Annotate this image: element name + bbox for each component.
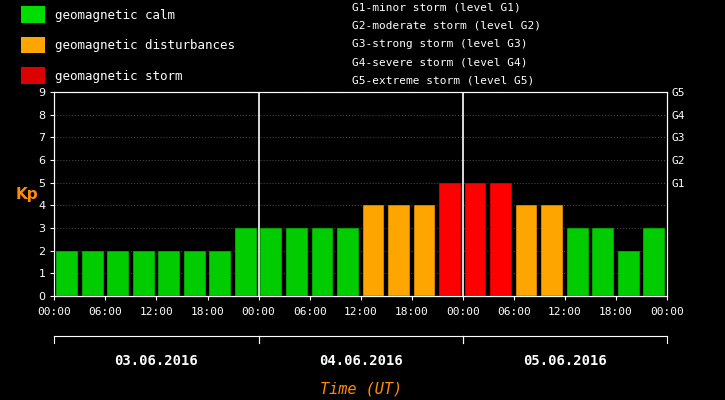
Bar (286, 228, 307, 296)
Text: 18:00: 18:00 (191, 307, 225, 317)
Bar (184, 251, 206, 296)
Bar (158, 251, 180, 296)
Bar (592, 228, 614, 296)
Text: 12:00: 12:00 (344, 307, 378, 317)
Text: G3-strong storm (level G3): G3-strong storm (level G3) (352, 39, 527, 49)
Text: 06:00: 06:00 (293, 307, 326, 317)
Bar (235, 228, 257, 296)
Text: 05.06.2016: 05.06.2016 (523, 354, 607, 368)
Text: 03.06.2016: 03.06.2016 (115, 354, 199, 368)
Text: Time (UT): Time (UT) (320, 381, 402, 396)
Text: 12:00: 12:00 (548, 307, 581, 317)
Bar (133, 251, 154, 296)
Text: G5-extreme storm (level G5): G5-extreme storm (level G5) (352, 76, 534, 86)
Bar (439, 183, 461, 296)
Bar (21, 37, 45, 53)
Bar (260, 228, 282, 296)
Text: G2-moderate storm (level G2): G2-moderate storm (level G2) (352, 21, 541, 31)
Text: geomagnetic storm: geomagnetic storm (55, 70, 183, 83)
Text: 00:00: 00:00 (38, 307, 71, 317)
Text: geomagnetic calm: geomagnetic calm (55, 9, 175, 22)
Bar (57, 251, 78, 296)
Text: 06:00: 06:00 (88, 307, 123, 317)
Bar (414, 205, 435, 296)
Bar (210, 251, 231, 296)
Text: 18:00: 18:00 (599, 307, 633, 317)
Bar (567, 228, 589, 296)
Bar (312, 228, 334, 296)
Bar (490, 183, 512, 296)
Bar (542, 205, 563, 296)
Text: G4-severe storm (level G4): G4-severe storm (level G4) (352, 58, 527, 68)
Bar (337, 228, 359, 296)
Bar (21, 68, 45, 84)
Y-axis label: Kp: Kp (16, 186, 38, 202)
Bar (618, 251, 639, 296)
Bar (362, 205, 384, 296)
Text: 18:00: 18:00 (395, 307, 428, 317)
Text: geomagnetic disturbances: geomagnetic disturbances (55, 40, 235, 52)
Bar (107, 251, 129, 296)
Text: 12:00: 12:00 (140, 307, 173, 317)
Bar (465, 183, 486, 296)
Bar (643, 228, 665, 296)
Bar (82, 251, 104, 296)
Text: G1-minor storm (level G1): G1-minor storm (level G1) (352, 2, 521, 12)
Text: 04.06.2016: 04.06.2016 (319, 354, 402, 368)
Text: 00:00: 00:00 (241, 307, 276, 317)
Bar (21, 6, 45, 23)
Text: 00:00: 00:00 (446, 307, 480, 317)
Bar (515, 205, 537, 296)
Bar (388, 205, 410, 296)
Text: 00:00: 00:00 (650, 307, 684, 317)
Text: 06:00: 06:00 (497, 307, 531, 317)
